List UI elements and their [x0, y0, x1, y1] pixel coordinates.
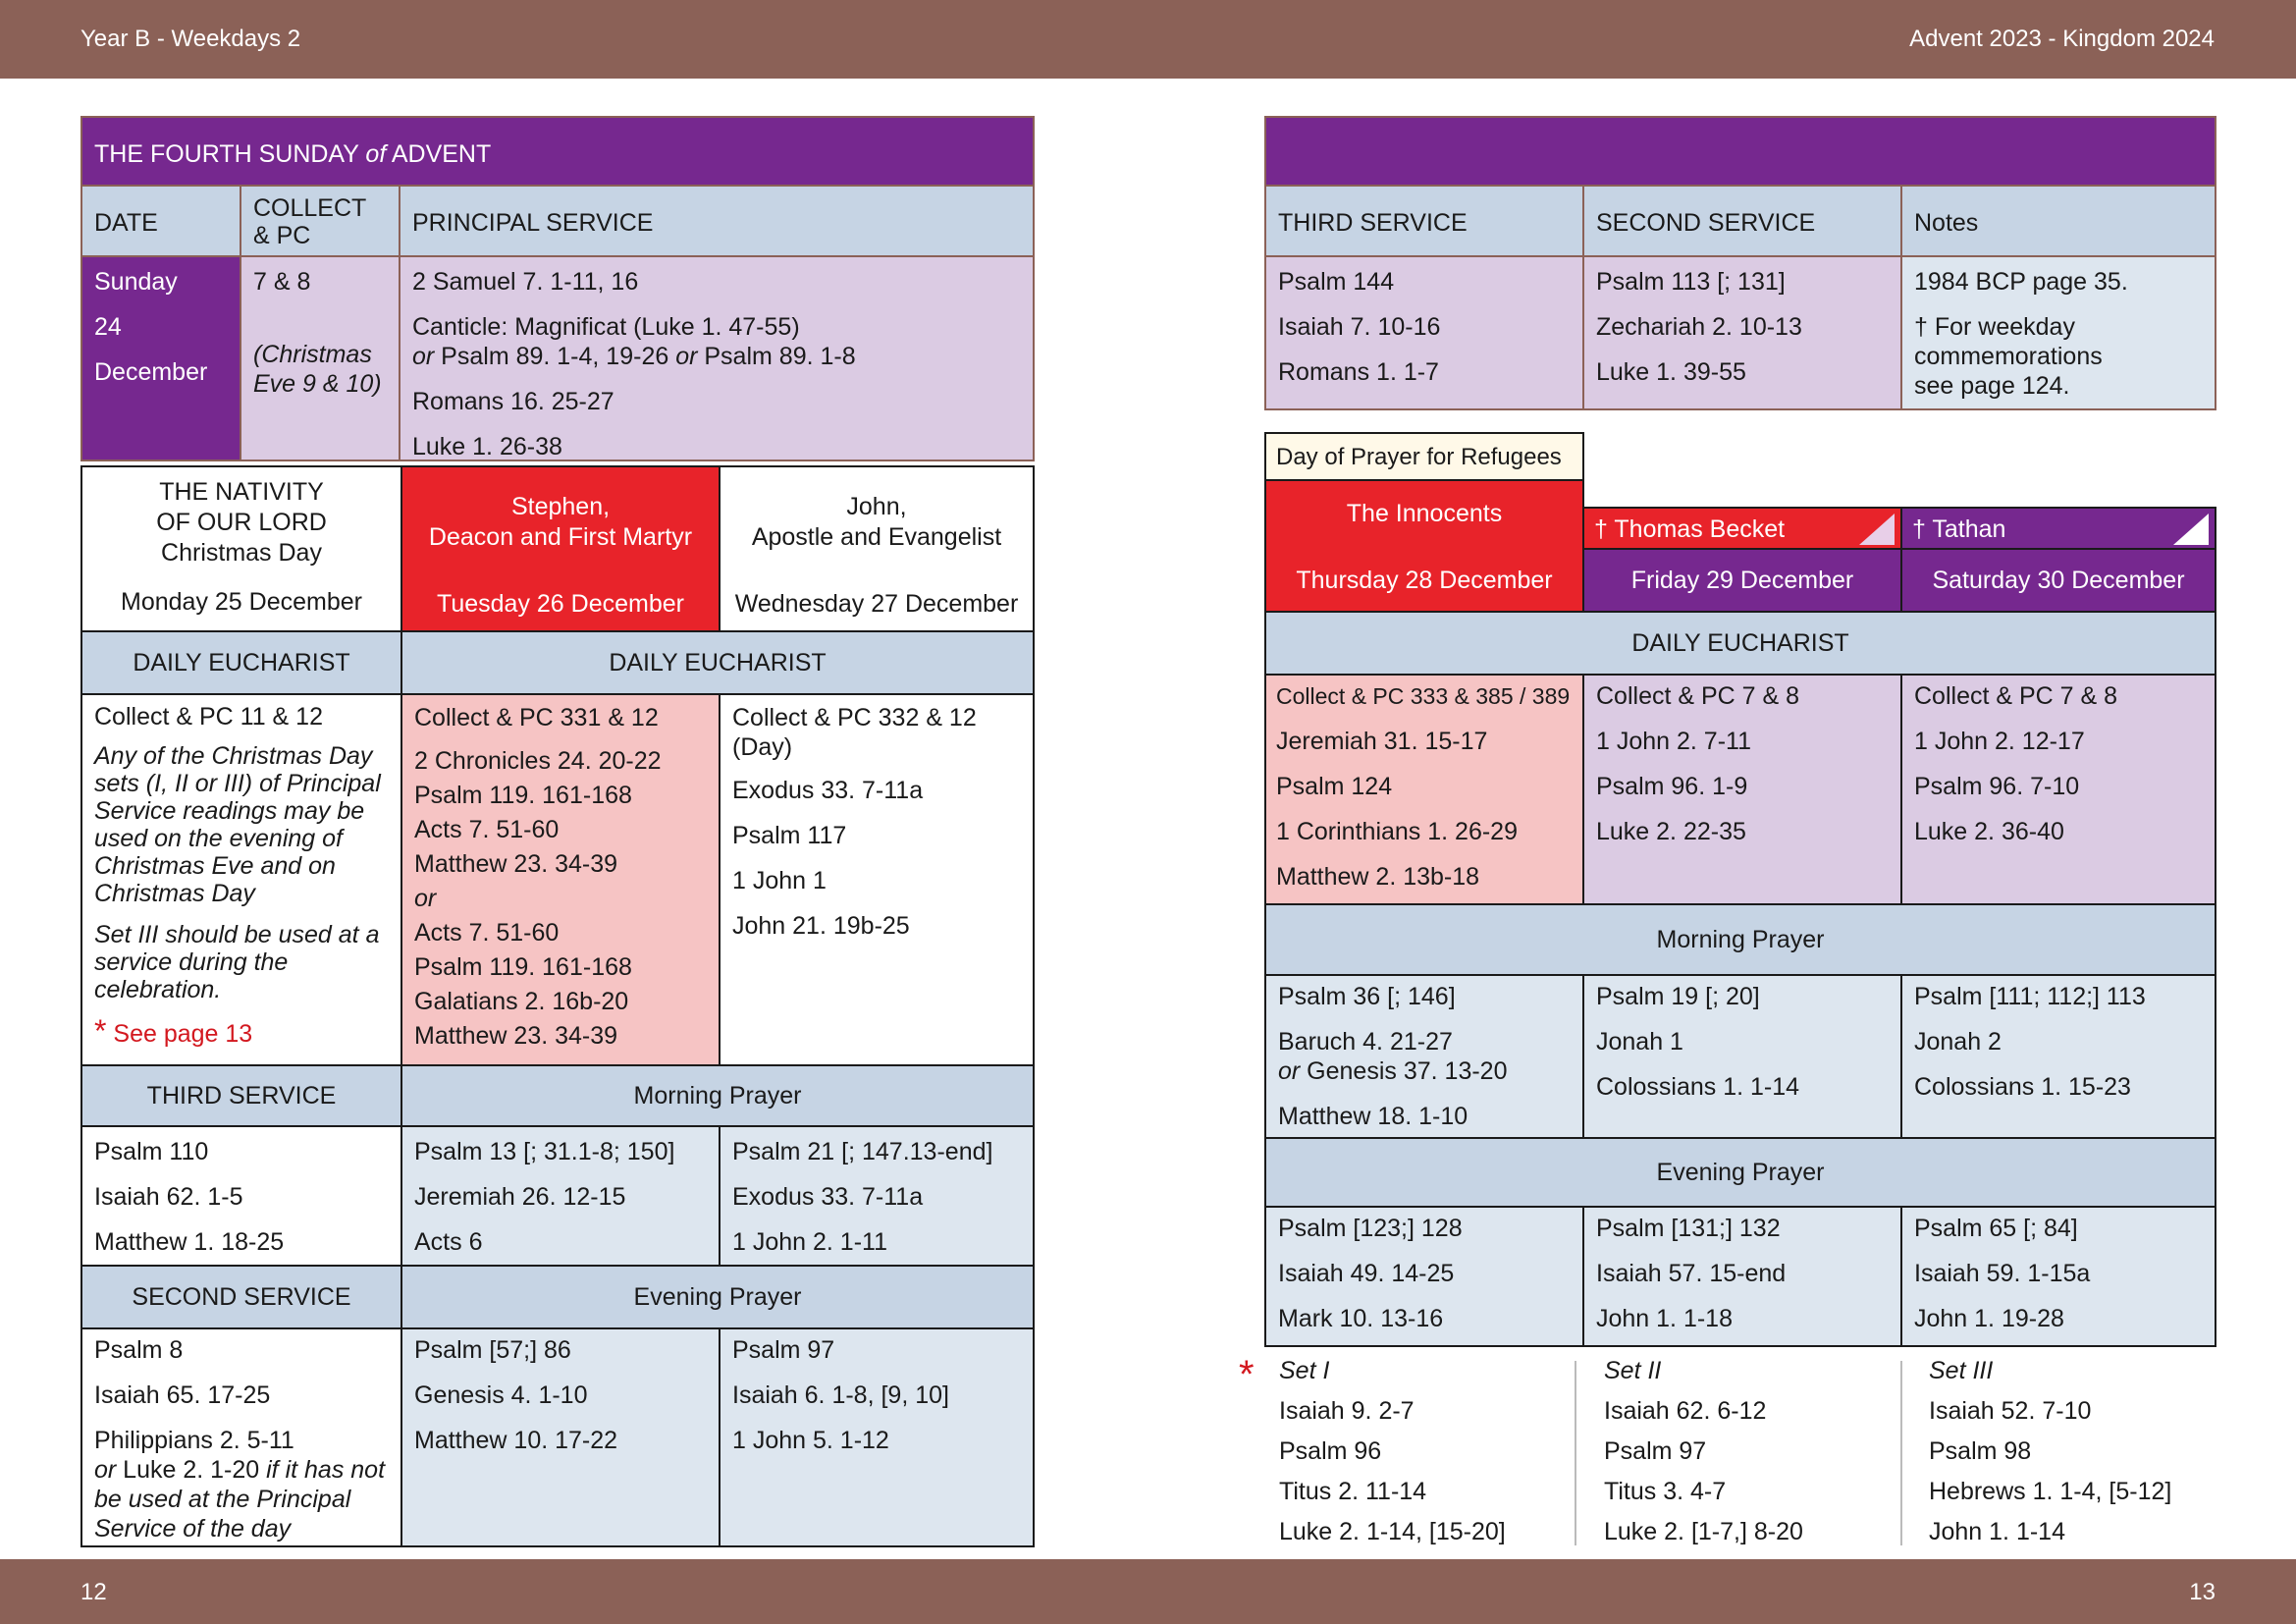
- set-three: Set III Isaiah 52. 7-10 Psalm 98 Hebrews…: [1929, 1357, 2172, 1545]
- morning-prayer-header-right: Morning Prayer: [1264, 903, 2216, 976]
- header-left: Year B - Weekdays 2: [80, 26, 301, 52]
- evening-prayer-header-left: Evening Prayer: [400, 1265, 1035, 1329]
- christmas-third-service-cell: Psalm 110 Isaiah 62. 1-5 Matthew 1. 18-2…: [80, 1125, 402, 1267]
- innocents-date: Thursday 28 December: [1296, 567, 1553, 594]
- notes-header: Notes: [1900, 185, 2216, 257]
- stephen-eucharist-cell: Collect & PC 331 & 12 2 Chronicles 24. 2…: [400, 693, 721, 1066]
- christmas-date: Monday 25 December: [121, 588, 362, 616]
- sunday-date-cell: Sunday 24 December: [80, 255, 241, 461]
- stephen-date: Tuesday 26 December: [437, 590, 684, 618]
- page-number-left: 12: [80, 1579, 107, 1605]
- top-band: Year B - Weekdays 2 Advent 2023 - Kingdo…: [0, 0, 2296, 79]
- sunday-principal-cell: 2 Samuel 7. 1-11, 16 Canticle: Magnifica…: [399, 255, 1035, 461]
- christmas-third-service-header: THIRD SERVICE: [80, 1064, 402, 1127]
- becket-eucharist-cell: Collect & PC 7 & 8 1 John 2. 7-11 Psalm …: [1582, 674, 1902, 905]
- sunday-third-service-cell: Psalm 144 Isaiah 7. 10-16 Romans 1. 1-7: [1264, 255, 1584, 410]
- sunday-title: THE FOURTH SUNDAY of ADVENT: [80, 116, 1035, 187]
- bottom-band: 12 13: [0, 1559, 2296, 1624]
- christmas-second-service-header: SECOND SERVICE: [80, 1265, 402, 1329]
- tathan-date-cell: Saturday 30 December: [1900, 548, 2216, 613]
- set-one: Set I Isaiah 9. 2-7 Psalm 96 Titus 2. 11…: [1279, 1357, 1506, 1545]
- page-number-right: 13: [2189, 1579, 2216, 1605]
- becket-name-bar: † Thomas Becket: [1582, 507, 1902, 550]
- corner-triangle-icon: [1859, 514, 1895, 545]
- tathan-evening-cell: Psalm 65 [; 84] Isaiah 59. 1-15a John 1.…: [1900, 1206, 2216, 1347]
- innocents-evening-cell: Psalm [123;] 128 Isaiah 49. 14-25 Mark 1…: [1264, 1206, 1584, 1347]
- col-principal-header: PRINCIPAL SERVICE: [399, 185, 1035, 257]
- john-morning-cell: Psalm 21 [; 147.13-end] Exodus 33. 7-11a…: [719, 1125, 1035, 1267]
- john-date: Wednesday 27 December: [734, 590, 1019, 618]
- innocents-eucharist-cell: Collect & PC 333 & 385 / 389 Jeremiah 31…: [1264, 674, 1584, 905]
- tathan-name-bar: † Tathan: [1900, 507, 2216, 550]
- sets-asterisk: *: [1239, 1353, 1255, 1396]
- second-service-header: SECOND SERVICE: [1582, 185, 1902, 257]
- innocents-morning-cell: Psalm 36 [; 146] Baruch 4. 21-27 or Gene…: [1264, 974, 1584, 1139]
- becket-date-cell: Friday 29 December: [1582, 548, 1902, 613]
- set-divider: [1900, 1361, 1902, 1545]
- refugees-banner: Day of Prayer for Refugees: [1264, 432, 1584, 481]
- header-right: Advent 2023 - Kingdom 2024: [1909, 26, 2215, 52]
- christmas-eucharist-cell: Collect & PC 11 & 12 Any of the Christma…: [80, 693, 402, 1066]
- col-collect-header: COLLECT & PC: [240, 185, 400, 257]
- daily-eucharist-header-left: DAILY EUCHARIST: [400, 630, 1035, 695]
- corner-triangle-icon: [2173, 514, 2209, 545]
- john-eucharist-cell: Collect & PC 332 & 12 (Day) Exodus 33. 7…: [719, 693, 1035, 1066]
- evening-prayer-header-right: Evening Prayer: [1264, 1137, 2216, 1208]
- set-two: Set II Isaiah 62. 6-12 Psalm 97 Titus 3.…: [1604, 1357, 1803, 1545]
- john-name-cell: John, Apostle and Evangelist Wednesday 2…: [719, 465, 1035, 632]
- christmas-eucharist-header: DAILY EUCHARIST: [80, 630, 402, 695]
- innocents-name-cell: The Innocents Thursday 28 December: [1264, 479, 1584, 613]
- morning-prayer-header-left: Morning Prayer: [400, 1064, 1035, 1127]
- christmas-second-service-cell: Psalm 8 Isaiah 65. 17-25 Philippians 2. …: [80, 1327, 402, 1547]
- stephen-morning-cell: Psalm 13 [; 31.1-8; 150] Jeremiah 26. 12…: [400, 1125, 721, 1267]
- becket-evening-cell: Psalm [131;] 132 Isaiah 57. 15-end John …: [1582, 1206, 1902, 1347]
- third-service-header: THIRD SERVICE: [1264, 185, 1584, 257]
- see-page-13-link[interactable]: * See page 13: [94, 1013, 253, 1049]
- col-date-header: DATE: [80, 185, 241, 257]
- tathan-eucharist-cell: Collect & PC 7 & 8 1 John 2. 12-17 Psalm…: [1900, 674, 2216, 905]
- sunday-second-service-cell: Psalm 113 [; 131] Zechariah 2. 10-13 Luk…: [1582, 255, 1902, 410]
- stephen-name-cell: Stephen, Deacon and First Martyr Tuesday…: [400, 465, 721, 632]
- sunday-notes-cell: 1984 BCP page 35. † For weekday commemor…: [1900, 255, 2216, 410]
- daily-eucharist-header-right: DAILY EUCHARIST: [1264, 611, 2216, 676]
- set-divider: [1575, 1361, 1576, 1545]
- stephen-evening-cell: Psalm [57;] 86 Genesis 4. 1-10 Matthew 1…: [400, 1327, 721, 1547]
- john-evening-cell: Psalm 97 Isaiah 6. 1-8, [9, 10] 1 John 5…: [719, 1327, 1035, 1547]
- becket-morning-cell: Psalm 19 [; 20] Jonah 1 Colossians 1. 1-…: [1582, 974, 1902, 1139]
- christmas-name-cell: THE NATIVITY OF OUR LORD Christmas Day M…: [80, 465, 402, 632]
- right-title-bar: [1264, 116, 2216, 187]
- tathan-morning-cell: Psalm [111; 112;] 113 Jonah 2 Colossians…: [1900, 974, 2216, 1139]
- sunday-collect-cell: 7 & 8 (Christmas Eve 9 & 10): [240, 255, 400, 461]
